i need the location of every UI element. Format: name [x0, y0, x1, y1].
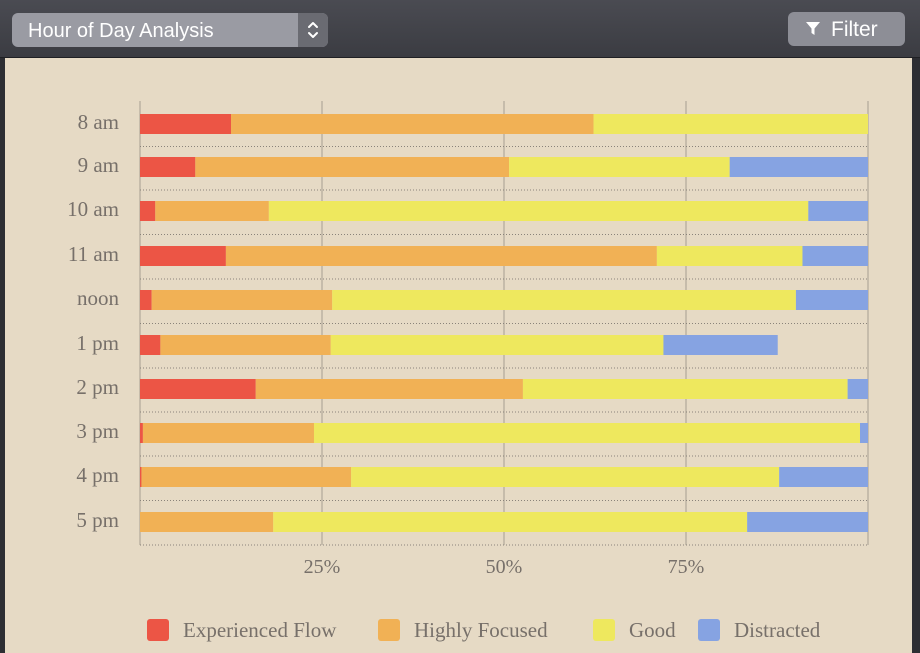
bar-segment-experienced-flow[interactable]: [140, 290, 152, 310]
bar-segment-distracted[interactable]: [795, 290, 868, 310]
legend-label: Good: [629, 618, 676, 642]
bar-segment-good[interactable]: [313, 423, 860, 443]
bar-segment-experienced-flow[interactable]: [140, 246, 226, 266]
bar-segment-distracted[interactable]: [802, 246, 868, 266]
legend-swatch: [593, 619, 615, 641]
bar-segment-highly-focused[interactable]: [151, 290, 333, 310]
bar-segment-good[interactable]: [330, 335, 664, 355]
chart-legend: Experienced Flow Highly Focused Good Distra…: [147, 618, 821, 642]
category-label: 2 pm: [76, 375, 119, 399]
bar-segment-experienced-flow[interactable]: [140, 157, 196, 177]
filter-button-label: Filter: [831, 18, 878, 41]
bar-segment-distracted[interactable]: [779, 467, 868, 487]
bar-segment-good[interactable]: [656, 246, 803, 266]
up-down-stepper-icon[interactable]: [298, 13, 328, 47]
bar-segment-experienced-flow[interactable]: [140, 114, 231, 134]
bar-segment-distracted[interactable]: [808, 201, 868, 221]
category-label: 11 am: [68, 242, 119, 266]
funnel-icon: [805, 21, 821, 42]
x-tick-label: 75%: [668, 556, 705, 578]
bar-segment-distracted[interactable]: [847, 379, 868, 399]
bar-segment-distracted[interactable]: [859, 423, 868, 443]
toolbar: Hour of Day Analysis Filter: [0, 0, 920, 58]
bar-segment-experienced-flow[interactable]: [140, 379, 256, 399]
category-label: 5 pm: [76, 508, 119, 532]
bar-segment-good[interactable]: [332, 290, 796, 310]
bar-segment-highly-focused[interactable]: [140, 512, 274, 532]
category-label: 10 am: [67, 197, 119, 221]
category-label: 4 pm: [76, 463, 119, 487]
x-tick-label: 25%: [304, 556, 341, 578]
bar-segment-good[interactable]: [351, 467, 780, 487]
bar-segment-good[interactable]: [509, 157, 730, 177]
bar-segment-good[interactable]: [273, 512, 748, 532]
x-tick-labels: 25% 50% 75%: [304, 556, 705, 578]
bar-segment-highly-focused[interactable]: [155, 201, 269, 221]
category-label: 8 am: [78, 110, 119, 134]
category-label: 1 pm: [76, 331, 119, 355]
bar-segment-distracted[interactable]: [729, 157, 868, 177]
category-labels: 8 am 9 am 10 am 11 am noon 1 pm 2 pm 3 pm 4 pm 5 …: [67, 110, 119, 532]
bar-segment-highly-focused[interactable]: [141, 467, 352, 487]
bar-segment-highly-focused[interactable]: [195, 157, 510, 177]
filter-button[interactable]: Filter: [788, 12, 905, 46]
chart-bars: [140, 114, 868, 532]
bar-segment-highly-focused[interactable]: [160, 335, 331, 355]
bar-segment-highly-focused[interactable]: [225, 246, 657, 266]
category-label: 3 pm: [76, 419, 119, 443]
legend-label: Highly Focused: [414, 618, 548, 642]
legend-swatch: [147, 619, 169, 641]
bar-segment-experienced-flow[interactable]: [140, 467, 142, 487]
legend-label: Experienced Flow: [183, 618, 337, 642]
report-select[interactable]: Hour of Day Analysis: [12, 13, 328, 47]
bar-segment-experienced-flow[interactable]: [140, 335, 161, 355]
bar-segment-good[interactable]: [268, 201, 809, 221]
bar-segment-distracted[interactable]: [663, 335, 778, 355]
bar-segment-highly-focused[interactable]: [255, 379, 523, 399]
report-select-value: Hour of Day Analysis: [28, 20, 214, 42]
legend-swatch: [378, 619, 400, 641]
category-label: noon: [77, 286, 120, 310]
bar-segment-experienced-flow[interactable]: [140, 201, 156, 221]
bar-segment-distracted[interactable]: [747, 512, 868, 532]
x-tick-label: 50%: [486, 556, 523, 578]
hour-of-day-chart: 8 am 9 am 10 am 11 am noon 1 pm 2 pm 3 pm 4 pm 5 …: [67, 101, 869, 642]
legend-swatch: [698, 619, 720, 641]
chart-grid: [139, 101, 869, 546]
bar-segment-good[interactable]: [522, 379, 848, 399]
bar-segment-highly-focused[interactable]: [142, 423, 314, 443]
chart-panel: 8 am 9 am 10 am 11 am noon 1 pm 2 pm 3 pm 4 pm 5 …: [5, 58, 912, 653]
bar-segment-good[interactable]: [593, 114, 868, 134]
legend-label: Distracted: [734, 618, 821, 642]
bar-segment-experienced-flow[interactable]: [140, 423, 143, 443]
category-label: 9 am: [78, 153, 119, 177]
bar-segment-highly-focused[interactable]: [231, 114, 594, 134]
